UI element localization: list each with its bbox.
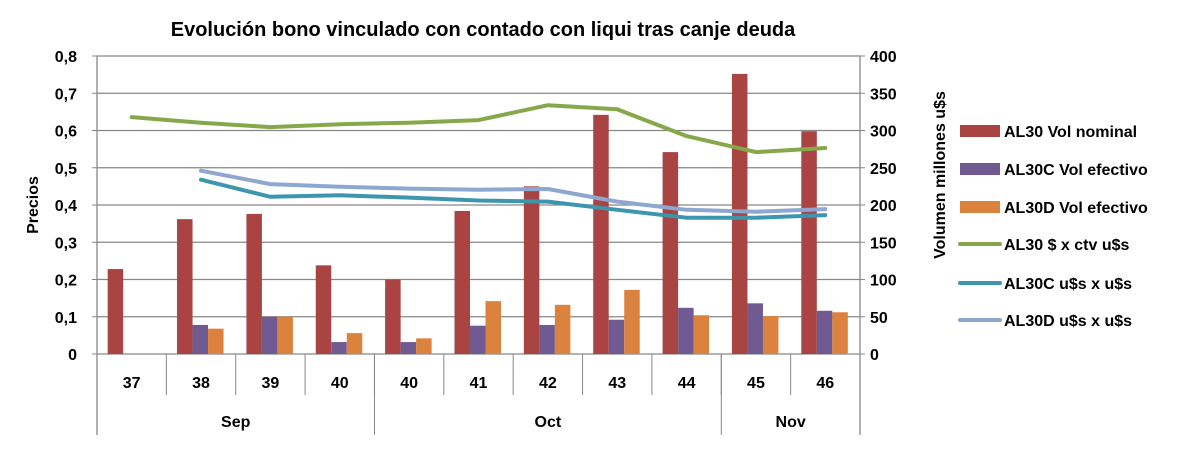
- bar-al30c-vol-efectivo: [539, 324, 555, 354]
- legend-swatch: [960, 163, 1000, 175]
- y-left-tick-label: 0,7: [55, 86, 77, 103]
- x-group-label: Sep: [221, 414, 251, 431]
- bar-al30d-vol-efectivo: [208, 328, 224, 354]
- bar-al30d-vol-efectivo: [624, 289, 640, 354]
- bar-al30d-vol-efectivo: [416, 338, 432, 354]
- x-group-label: Nov: [776, 414, 806, 431]
- x-tick-label: 43: [608, 375, 626, 392]
- bar-al30d-vol-efectivo: [554, 304, 571, 354]
- x-tick-label: 41: [470, 375, 488, 392]
- y-right-tick-label: 350: [870, 86, 897, 103]
- y-left-tick-label: 0,4: [55, 198, 77, 215]
- y-axis-right-label: Volumen millones u$s: [932, 91, 949, 259]
- bar-al30-vol-nominal: [801, 131, 817, 354]
- y-axis-left-label: Precios: [25, 176, 42, 234]
- line-al30c-u-s-x-u-s: [199, 177, 828, 220]
- x-tick-label: 45: [747, 375, 765, 392]
- bar-al30c-vol-efectivo: [608, 319, 625, 354]
- bar-al30-vol-nominal: [315, 265, 332, 354]
- bar-al30d-vol-efectivo: [693, 315, 710, 354]
- lines: [129, 103, 828, 220]
- y-right-tick-label: 0: [870, 347, 879, 364]
- line-al30-x-ctv-u-s: [129, 103, 828, 155]
- legend-label: AL30D Vol efectivo: [1004, 200, 1148, 217]
- y-right-tick-label: 250: [870, 161, 897, 178]
- bar-al30-vol-nominal: [107, 269, 124, 354]
- y-left-tick-label: 0,8: [55, 49, 77, 66]
- y-left-tick-label: 0,3: [55, 235, 77, 252]
- y-right-tick-label: 100: [870, 273, 897, 290]
- legend-label: AL30C u$s x u$s: [1004, 276, 1132, 293]
- bar-al30c-vol-efectivo: [816, 310, 833, 354]
- y-right-tick-label: 300: [870, 124, 897, 141]
- gridlines: [97, 55, 860, 355]
- bar-al30-vol-nominal: [385, 279, 401, 354]
- y-left-tick-label: 0,5: [55, 161, 77, 178]
- bar-al30c-vol-efectivo: [470, 325, 486, 354]
- bar-al30-vol-nominal: [246, 213, 262, 354]
- x-tick-label: 38: [192, 375, 210, 392]
- bar-al30c-vol-efectivo: [400, 342, 417, 354]
- bar-al30d-vol-efectivo: [762, 316, 779, 354]
- y-right-tick-label: 400: [870, 49, 897, 66]
- bar-al30-vol-nominal: [662, 152, 679, 354]
- x-group-label: Oct: [535, 414, 562, 431]
- legend-swatch: [960, 201, 1000, 213]
- line-al30d-u-s-x-u-s: [199, 168, 828, 214]
- bar-al30d-vol-efectivo: [277, 316, 293, 354]
- bar-al30c-vol-efectivo: [192, 324, 209, 354]
- legend-label: AL30 Vol nominal: [1004, 124, 1137, 141]
- bar-al30-vol-nominal: [177, 219, 193, 354]
- bar-al30c-vol-efectivo: [331, 342, 347, 354]
- y-left-tick-label: 0,6: [55, 124, 77, 141]
- bar-al30-vol-nominal: [454, 210, 470, 354]
- bar-al30d-vol-efectivo: [485, 301, 501, 354]
- bar-al30-vol-nominal: [523, 186, 540, 354]
- bar-al30c-vol-efectivo: [747, 303, 763, 354]
- bar-al30-vol-nominal: [593, 114, 609, 354]
- axes: 0 0 0,1 50 0,2 100 0,3 150 0,4 200 0,5 250 0,6 300 0,7…: [55, 49, 897, 435]
- y-right-tick-label: 50: [870, 310, 888, 327]
- x-tick-label: 42: [539, 375, 557, 392]
- y-right-tick-label: 150: [870, 235, 897, 252]
- chart-title: Evolución bono vinculado con contado con…: [171, 19, 796, 41]
- x-tick-label: 46: [816, 375, 834, 392]
- legend-label: AL30C Vol efectivo: [1004, 162, 1148, 179]
- bar-al30d-vol-efectivo: [346, 333, 363, 354]
- y-left-tick-label: 0,2: [55, 273, 77, 290]
- bar-al30c-vol-efectivo: [261, 316, 278, 354]
- bar-al30d-vol-efectivo: [832, 312, 848, 354]
- x-tick-label: 40: [400, 375, 418, 392]
- x-tick-label: 39: [262, 375, 280, 392]
- bar-al30-vol-nominal: [731, 73, 748, 354]
- legend: AL30 Vol nominal AL30C Vol efectivo AL30D …: [958, 124, 1148, 330]
- legend-label: AL30D u$s x u$s: [1004, 313, 1132, 330]
- x-tick-label: 44: [678, 375, 696, 392]
- y-right-tick-label: 200: [870, 198, 897, 215]
- x-tick-label: 40: [331, 375, 349, 392]
- bars: [107, 73, 848, 354]
- y-left-tick-label: 0: [68, 347, 77, 364]
- legend-label: AL30 $ x ctv u$s: [1004, 237, 1130, 254]
- x-tick-label: 37: [123, 375, 141, 392]
- y-left-tick-label: 0,1: [55, 310, 77, 327]
- legend-swatch: [960, 125, 1000, 137]
- bar-al30c-vol-efectivo: [678, 307, 694, 354]
